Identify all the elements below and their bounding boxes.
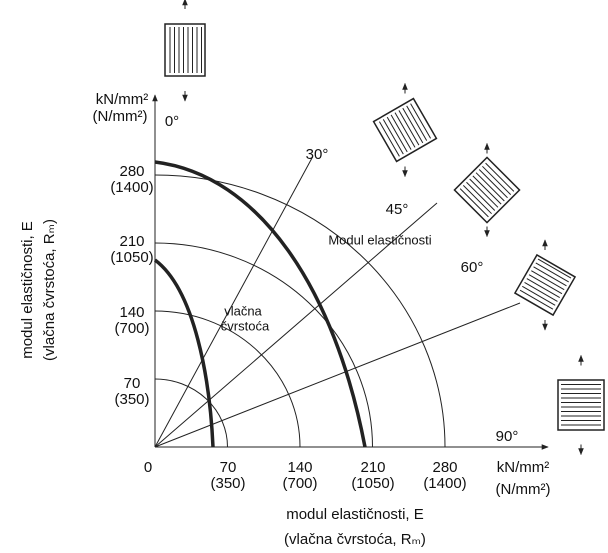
- stripe: [524, 281, 558, 302]
- block: [164, 23, 206, 77]
- label: 30°: [306, 146, 329, 163]
- stripe: [533, 266, 567, 287]
- label: (1050): [110, 249, 153, 266]
- label: 0: [144, 459, 152, 476]
- stripe: [410, 103, 432, 139]
- stripe: [459, 188, 489, 218]
- specimen: [164, 0, 206, 102]
- label: 140: [287, 459, 312, 476]
- stripe: [482, 165, 512, 195]
- stripe: [475, 172, 505, 202]
- label: kN/mm²: [96, 91, 149, 108]
- stripe: [472, 175, 502, 205]
- label: modul elastičnosti, E: [286, 506, 424, 523]
- stripe: [406, 105, 428, 141]
- stripe: [531, 270, 565, 291]
- label: 280: [432, 459, 457, 476]
- stripe: [485, 162, 515, 192]
- label: 210: [360, 459, 385, 476]
- block-outline: [557, 379, 605, 431]
- label: 210: [119, 233, 144, 250]
- label: vlačna: [224, 303, 262, 318]
- label: (1400): [423, 475, 466, 492]
- stripe: [390, 114, 412, 150]
- stripe: [466, 181, 496, 211]
- label: 90°: [496, 428, 519, 445]
- label: (1400): [110, 179, 153, 196]
- label: (vlačna čvrstoća, Rₘ): [41, 219, 58, 361]
- stripe: [535, 262, 569, 283]
- stripe: [537, 258, 572, 279]
- block-outline: [164, 23, 206, 77]
- label: 0°: [165, 113, 179, 130]
- label: Modul elastičnosti: [328, 232, 431, 247]
- axes: [152, 94, 549, 450]
- y-title: modul elastičnosti, E (vlačna čvrstoća, R…: [19, 219, 58, 361]
- block-outline: [513, 253, 577, 317]
- stripe: [478, 169, 508, 199]
- label: 45°: [386, 201, 409, 218]
- stripe: [528, 274, 563, 295]
- label: 60°: [461, 259, 484, 276]
- stripe: [526, 278, 560, 298]
- stripe: [522, 285, 556, 306]
- label: (N/mm²): [93, 108, 148, 125]
- stripe: [382, 119, 404, 155]
- specimen: [453, 142, 521, 238]
- label: kN/mm²: [497, 459, 550, 476]
- specimen: [372, 82, 438, 178]
- label: (1050): [351, 475, 394, 492]
- specimen: [557, 354, 605, 456]
- specimen: [513, 239, 577, 331]
- label: 140: [119, 304, 144, 321]
- stripe: [386, 116, 408, 153]
- labels: kN/mm²(N/mm²)280(1400)210(1050)140(700)7…: [19, 91, 551, 548]
- label: čvrstoća: [221, 318, 270, 333]
- stripe: [402, 107, 424, 144]
- label: 70: [220, 459, 237, 476]
- stripe: [398, 110, 420, 146]
- label: (N/mm²): [496, 481, 551, 498]
- label: 70: [124, 375, 141, 392]
- specimen-icons: [164, 0, 605, 456]
- label: (350): [210, 475, 245, 492]
- block: [453, 156, 521, 224]
- block: [372, 97, 438, 163]
- label: (700): [282, 475, 317, 492]
- label: (700): [114, 320, 149, 337]
- label: (vlačna čvrstoća, Rₘ): [284, 531, 426, 548]
- block: [557, 379, 605, 431]
- stripe: [519, 289, 554, 310]
- stripe: [378, 121, 400, 157]
- block: [513, 253, 577, 317]
- stripe: [394, 112, 416, 148]
- label: modul elastičnosti, E: [19, 221, 36, 359]
- label: (350): [114, 391, 149, 408]
- stripe: [462, 185, 492, 215]
- stripe: [469, 178, 499, 208]
- label: 280: [119, 163, 144, 180]
